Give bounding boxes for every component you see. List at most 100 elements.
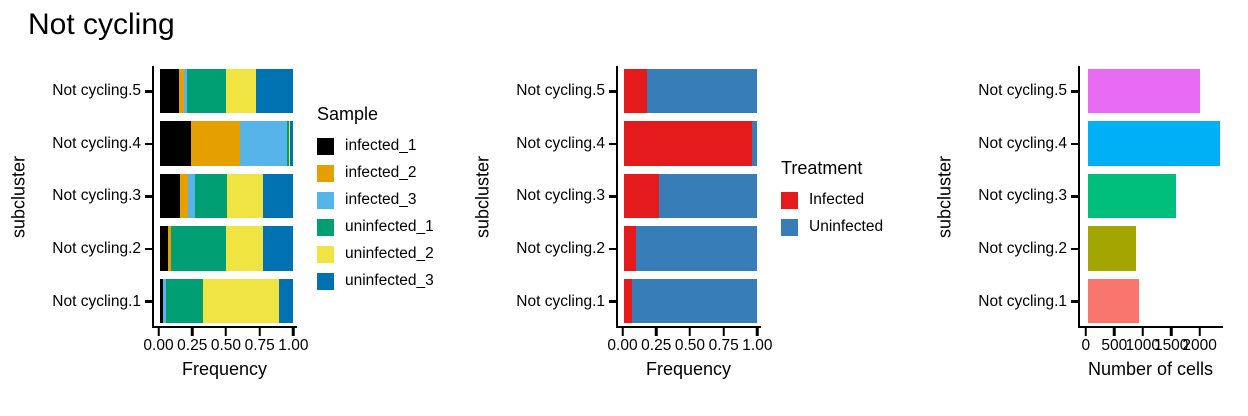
x-tick-label: 0.50	[674, 337, 706, 354]
legend-item: uninfected_3	[317, 272, 434, 290]
category-label-text: Not cycling.4	[978, 134, 1067, 152]
category-label-text: Not cycling.3	[978, 187, 1067, 205]
x-tick-label: 1500	[1153, 337, 1189, 354]
legend-label: infected_2	[345, 164, 417, 181]
bar-row	[154, 173, 297, 219]
y-tick-mark	[609, 247, 616, 251]
bar-segment	[180, 173, 189, 219]
category-label-text: Not cycling.2	[978, 240, 1067, 258]
y-axis-labels: Not cycling.5 Not cycling.4 Not cycling.3 N…	[32, 66, 152, 328]
legend-item: infected_1	[317, 137, 434, 155]
bar-row	[1080, 173, 1223, 219]
x-tick-mark	[1198, 328, 1201, 336]
y-tick-mark	[145, 247, 152, 251]
legend-item: infected_3	[317, 191, 434, 209]
bar	[1087, 69, 1200, 114]
category-label: Not cycling.2	[958, 227, 1078, 272]
bar-segment	[624, 226, 637, 271]
category-label-text: Not cycling.5	[978, 82, 1067, 100]
y-tick-mark	[145, 195, 152, 198]
bar-row	[154, 226, 297, 271]
x-tick-mark	[224, 328, 228, 336]
bar-segment	[624, 121, 753, 166]
y-tick-mark	[1071, 300, 1078, 303]
bar-row	[1080, 278, 1223, 324]
plot-area	[152, 66, 297, 328]
category-label: Not cycling.3	[958, 174, 1078, 219]
y-tick-mark	[145, 142, 152, 146]
legend-label: uninfected_2	[345, 245, 434, 262]
category-label: Not cycling.5	[496, 69, 616, 114]
bar-segment	[647, 69, 758, 114]
x-tick-label: 0.75	[708, 337, 739, 354]
bar-segment	[290, 121, 294, 166]
x-tick-mark	[292, 328, 295, 336]
x-tick-label: 0.00	[607, 337, 638, 354]
bar-segment	[278, 278, 294, 324]
panel-sample-frequency: subcluster Not cycling.5 Not cycling.4 Not…	[0, 66, 470, 380]
bar-row	[154, 121, 297, 166]
bar-segment	[188, 173, 195, 219]
category-label-text: Not cycling.5	[516, 82, 605, 100]
bar-segment	[624, 173, 659, 219]
bar-segment	[160, 226, 169, 271]
bar-segment	[624, 278, 633, 324]
bar-row	[1080, 226, 1223, 271]
y-axis-title: subcluster	[470, 66, 496, 328]
legend-label: uninfected_3	[345, 272, 434, 289]
bar-segment	[160, 69, 180, 114]
category-label: Not cycling.1	[32, 279, 152, 324]
x-axis-title: Frequency	[181, 359, 268, 379]
chart-area: 0.00 0.25 0.50 0.75 1.00 Frequency	[607, 66, 772, 380]
category-label-text: Not cycling.1	[516, 292, 605, 310]
bar	[1087, 121, 1220, 166]
y-tick-mark	[1071, 142, 1078, 146]
category-label: Not cycling.5	[958, 69, 1078, 114]
x-tick-mark	[1113, 328, 1116, 336]
x-axis-title: Frequency	[645, 359, 732, 379]
category-label-text: Not cycling.1	[978, 292, 1067, 310]
x-tick-label: 2000	[1182, 337, 1217, 354]
bar-segment	[184, 69, 188, 114]
y-axis-title: subcluster	[932, 66, 958, 328]
category-label-text: Not cycling.3	[516, 187, 605, 205]
bar-segment	[659, 173, 758, 219]
category-label-text: Not cycling.4	[516, 134, 605, 152]
bar-segment	[195, 173, 227, 219]
bar-row	[618, 173, 761, 219]
bar-segment	[262, 226, 294, 271]
x-tick-label: 0.50	[210, 337, 242, 354]
bar-segment	[636, 226, 758, 271]
x-tick-mark	[1141, 328, 1144, 336]
bar-segment	[160, 121, 191, 166]
category-label-text: Not cycling.3	[52, 187, 141, 205]
bar-segment	[168, 226, 172, 271]
x-axis: 0.00 0.25 0.50 0.75 1.00	[143, 328, 308, 359]
legend-title: Treatment	[781, 158, 863, 178]
bar-segment	[632, 278, 758, 324]
bar-segment	[160, 173, 181, 219]
category-label: Not cycling.3	[496, 174, 616, 219]
x-tick-mark	[688, 328, 692, 336]
legend-swatch	[317, 218, 334, 236]
bar-row	[154, 69, 297, 114]
legend-items: Infected Uninfected	[781, 191, 883, 236]
x-tick-mark	[654, 328, 658, 336]
x-tick-mark	[621, 328, 624, 336]
bar-segment	[256, 69, 294, 114]
legend-label: infected_1	[345, 137, 417, 154]
x-tick-mark	[722, 328, 725, 336]
bar-segment	[262, 173, 294, 219]
bar	[1087, 278, 1139, 324]
plot-area	[616, 66, 761, 328]
y-axis-labels: Not cycling.5 Not cycling.4 Not cycling.3 N…	[496, 66, 616, 328]
y-tick-mark	[1071, 90, 1078, 93]
legend-label: infected_3	[345, 191, 417, 208]
bar-row	[154, 278, 297, 324]
legend-item: Uninfected	[781, 218, 883, 236]
bar-row	[618, 278, 761, 324]
x-tick-label: 1.00	[742, 337, 773, 354]
legend-item: uninfected_2	[317, 245, 434, 263]
x-tick-label: 0	[1081, 337, 1091, 354]
panel-treatment-frequency: subcluster Not cycling.5 Not cycling.4 Not…	[470, 66, 932, 380]
